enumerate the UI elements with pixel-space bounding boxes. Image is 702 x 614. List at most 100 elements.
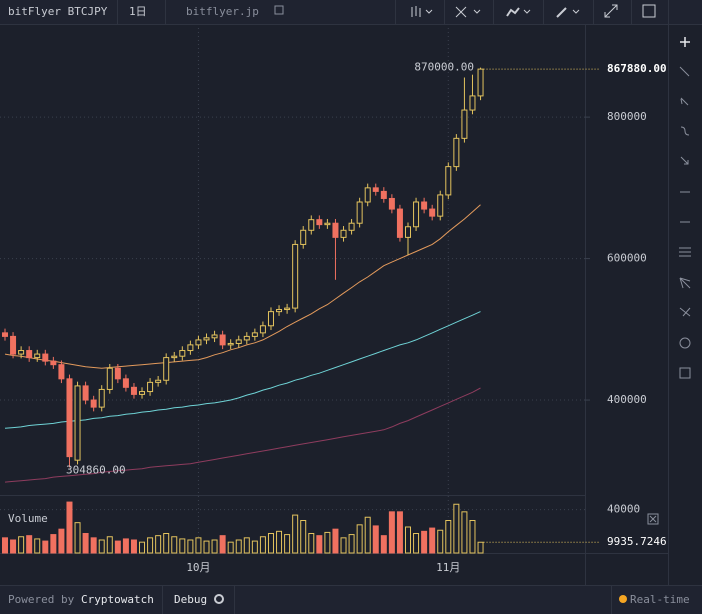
- volume-bar: [66, 501, 73, 554]
- fan-tool[interactable]: [679, 277, 691, 289]
- screenshot-button[interactable]: [642, 4, 656, 18]
- moving-average: [4, 311, 481, 429]
- volume-bar: [171, 536, 178, 554]
- volume-bar: [243, 537, 250, 554]
- volume-bar: [26, 535, 33, 554]
- external-link-icon[interactable]: [274, 5, 284, 15]
- volume-bar: [155, 535, 162, 554]
- candle-body: [42, 353, 49, 362]
- volume-bar: [276, 530, 283, 554]
- curve-tool[interactable]: [680, 126, 690, 136]
- drawing-button[interactable]: [556, 7, 580, 18]
- ray-tool[interactable]: [680, 97, 689, 106]
- line-tool[interactable]: [679, 66, 690, 77]
- volume-bar: [396, 511, 403, 554]
- moving-average: [4, 204, 481, 369]
- candle-body: [453, 137, 460, 168]
- candle-body: [147, 381, 154, 393]
- crosshair-tool[interactable]: [680, 37, 690, 47]
- circle-tool[interactable]: [679, 337, 691, 349]
- candle-body: [114, 367, 121, 380]
- candle-body: [332, 222, 339, 238]
- last-price-label: 867880.00: [607, 62, 667, 75]
- pitchfork-tool[interactable]: [679, 307, 691, 317]
- volume-bar: [284, 534, 291, 554]
- x-tick-label: 11月: [436, 561, 460, 574]
- volume-bar: [10, 539, 17, 554]
- arrow-tool[interactable]: [680, 156, 689, 165]
- indicators-button[interactable]: [455, 6, 481, 18]
- candle-body: [421, 201, 428, 210]
- candle-type-button[interactable]: [411, 6, 433, 17]
- candle-body: [292, 243, 299, 309]
- candle-body: [163, 357, 170, 381]
- volume-bar: [42, 540, 49, 554]
- debug-button[interactable]: Debug: [174, 593, 207, 606]
- close-volume-button[interactable]: [647, 513, 659, 525]
- volume-bar: [90, 537, 97, 554]
- powered-by: Powered by: [8, 593, 75, 606]
- volume-bar: [235, 539, 242, 554]
- candle-body: [276, 309, 283, 313]
- candle-body: [364, 187, 371, 203]
- volume-bar: [300, 520, 307, 554]
- candle-body: [187, 344, 194, 352]
- candle-body: [461, 109, 468, 139]
- rect-tool[interactable]: [679, 367, 691, 379]
- volume-bar: [413, 533, 420, 554]
- volume-bar: [34, 538, 41, 554]
- interval[interactable]: 1日: [129, 5, 147, 18]
- volume-tick-label: 40000: [607, 503, 640, 516]
- volume-bar: [267, 533, 274, 554]
- volume-bar: [74, 522, 81, 554]
- chart-style-button[interactable]: [506, 7, 531, 17]
- candle-body: [122, 378, 129, 388]
- caret: [425, 9, 433, 14]
- volume-bar: [58, 528, 65, 554]
- volume-bar: [340, 537, 347, 554]
- volume-bar: [227, 541, 234, 554]
- volume-bar: [421, 530, 428, 554]
- volume-bar: [211, 539, 218, 554]
- candle-body: [356, 201, 363, 224]
- volume-bar: [147, 537, 154, 554]
- fullscreen-button[interactable]: [604, 4, 618, 18]
- exchange-link[interactable]: bitflyer.jp: [186, 5, 259, 18]
- candle-body: [10, 335, 17, 355]
- volume-bar: [332, 528, 339, 554]
- volume-bar: [324, 531, 331, 554]
- candle-body: [106, 367, 113, 390]
- candle-body: [58, 364, 65, 380]
- candle-body: [284, 307, 291, 311]
- candle-body: [50, 360, 57, 366]
- candle-body: [445, 166, 452, 196]
- candle-body: [316, 219, 323, 226]
- volume-bar: [461, 511, 468, 554]
- candle-body: [66, 378, 73, 458]
- bottom-bar: [0, 586, 702, 614]
- candle-body: [2, 332, 8, 337]
- pair-name[interactable]: bitFlyer BTCJPY: [8, 5, 108, 18]
- fib-tool[interactable]: [679, 247, 691, 257]
- volume-bar: [50, 534, 57, 554]
- candle-body: [372, 187, 379, 192]
- candle-body: [469, 95, 476, 111]
- candle-body: [413, 201, 420, 228]
- icon: [455, 6, 467, 18]
- candle-body: [18, 350, 25, 355]
- volume-bar: [405, 526, 411, 554]
- y-tick-label: 800000: [607, 110, 647, 123]
- candle-body: [130, 386, 137, 395]
- volume-bar: [187, 539, 194, 554]
- volume-bar: [348, 534, 355, 554]
- candle-body: [179, 350, 186, 357]
- candle-body: [235, 339, 242, 344]
- candle-body: [211, 334, 218, 339]
- candle-body: [90, 399, 97, 408]
- volume-bar: [2, 537, 8, 554]
- candle-body: [74, 385, 81, 461]
- candle-body: [82, 385, 89, 401]
- brand[interactable]: Cryptowatch: [81, 593, 154, 606]
- y-tick-label: 600000: [607, 252, 647, 265]
